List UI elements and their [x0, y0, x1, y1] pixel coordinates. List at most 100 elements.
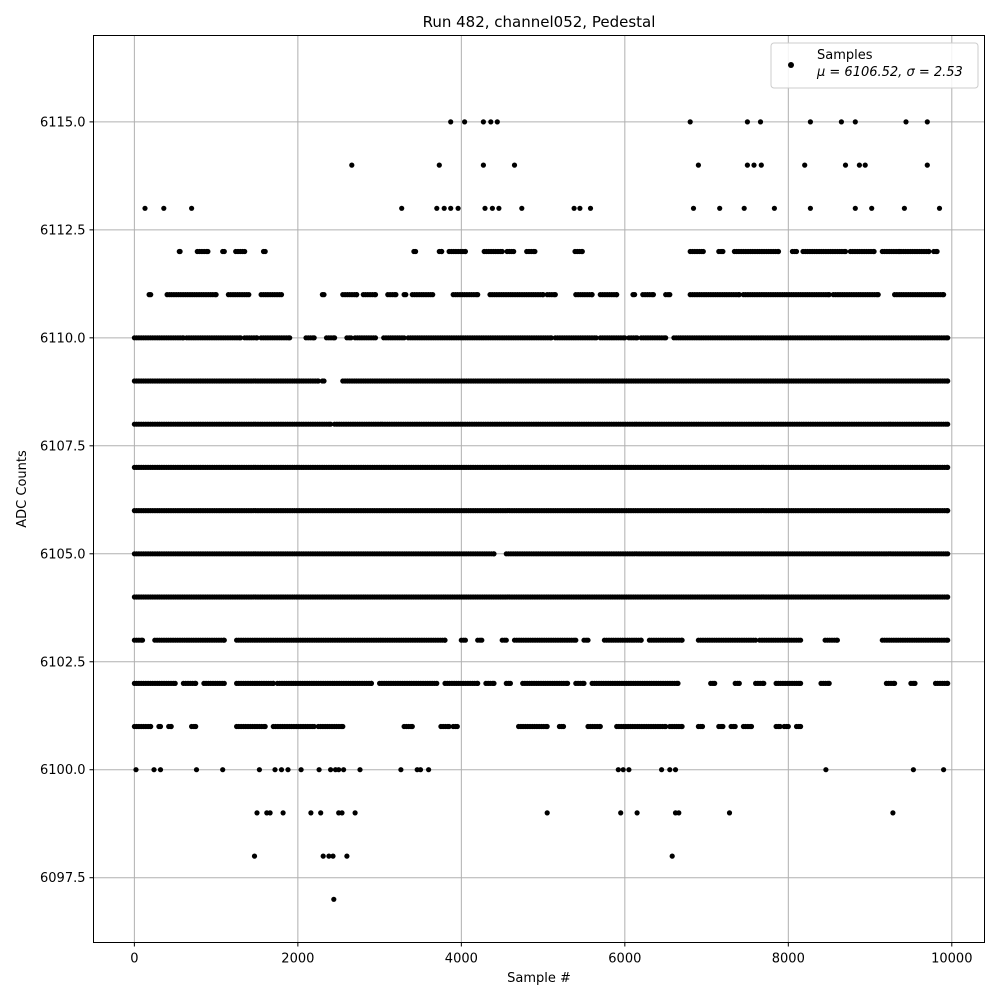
data-point	[748, 723, 755, 730]
data-point	[496, 205, 502, 211]
data-point	[503, 637, 509, 643]
data-point	[744, 119, 751, 125]
data-point	[676, 810, 682, 816]
data-point	[941, 767, 947, 773]
data-point	[892, 680, 898, 687]
data-point	[632, 292, 638, 298]
data-point	[189, 205, 195, 211]
data-point	[336, 767, 342, 773]
data-point	[287, 335, 293, 341]
data-point	[945, 464, 951, 470]
data-point	[622, 335, 628, 341]
data-point	[489, 205, 495, 211]
data-point	[220, 767, 226, 773]
data-point	[436, 162, 442, 168]
data-point	[798, 637, 804, 643]
data-point	[726, 810, 733, 816]
data-point	[936, 205, 943, 211]
data-points	[131, 119, 951, 902]
data-point	[238, 335, 244, 341]
data-point	[634, 335, 640, 341]
data-point	[659, 767, 665, 773]
data-point	[720, 723, 726, 730]
data-point	[491, 551, 497, 557]
data-point	[315, 378, 321, 384]
data-point	[462, 119, 468, 125]
x-tick-label: 6000	[608, 952, 641, 967]
data-point	[177, 248, 183, 255]
data-point	[650, 292, 657, 298]
data-point	[442, 637, 448, 643]
data-point	[573, 637, 579, 643]
data-point	[479, 637, 485, 643]
data-point	[491, 680, 497, 687]
data-point	[434, 680, 440, 687]
data-point	[926, 248, 932, 255]
data-point	[741, 205, 747, 211]
data-point	[679, 723, 685, 730]
data-point	[700, 248, 706, 255]
data-point	[482, 205, 488, 211]
data-point	[340, 723, 346, 730]
data-point	[826, 292, 832, 298]
data-point	[712, 680, 718, 687]
data-point	[834, 637, 841, 643]
data-point	[675, 680, 681, 687]
data-point	[278, 767, 285, 773]
data-point	[667, 292, 673, 298]
data-point	[205, 248, 211, 255]
data-point	[945, 335, 951, 341]
data-point	[634, 810, 640, 816]
data-point	[272, 767, 278, 773]
data-point	[448, 205, 454, 211]
data-point	[941, 292, 947, 298]
data-point	[581, 680, 587, 687]
data-point	[903, 119, 909, 125]
data-point	[736, 292, 742, 298]
data-point	[771, 205, 778, 211]
data-point	[357, 767, 363, 773]
data-point	[934, 248, 940, 255]
data-point	[924, 119, 930, 125]
data-point	[499, 248, 505, 255]
data-point	[254, 335, 260, 341]
data-point	[775, 248, 782, 255]
data-point	[434, 205, 440, 211]
data-point	[852, 205, 858, 211]
data-point	[589, 292, 595, 298]
data-point	[945, 551, 951, 557]
data-point	[151, 767, 157, 773]
data-point	[626, 767, 632, 773]
data-point	[842, 162, 849, 168]
data-point	[577, 205, 583, 211]
data-point	[890, 810, 896, 816]
data-point	[133, 767, 139, 773]
data-point	[838, 119, 845, 125]
data-point	[585, 637, 591, 643]
data-point	[270, 680, 276, 687]
data-point	[945, 680, 951, 687]
data-point	[298, 767, 304, 773]
data-point	[372, 335, 379, 341]
data-point	[945, 508, 951, 514]
data-point	[161, 205, 167, 211]
data-point	[511, 162, 518, 168]
data-point	[441, 205, 447, 211]
data-point	[328, 421, 334, 427]
data-point	[579, 248, 585, 255]
data-point	[267, 810, 273, 816]
data-point	[368, 680, 374, 687]
data-point	[448, 119, 454, 125]
data-point	[912, 680, 918, 687]
data-point	[744, 162, 751, 168]
data-point	[540, 292, 546, 298]
y-axis-ticks: 6097.5 6100.0 6102.5 6105.0 6107.5 6110.0 6112…	[40, 115, 94, 886]
legend-box	[770, 42, 979, 89]
data-point	[663, 335, 669, 341]
data-point	[687, 119, 693, 125]
data-point	[618, 810, 624, 816]
chart-title: Run 482, channel052, Pedestal	[423, 13, 656, 31]
data-point	[875, 292, 881, 298]
data-point	[148, 723, 154, 730]
